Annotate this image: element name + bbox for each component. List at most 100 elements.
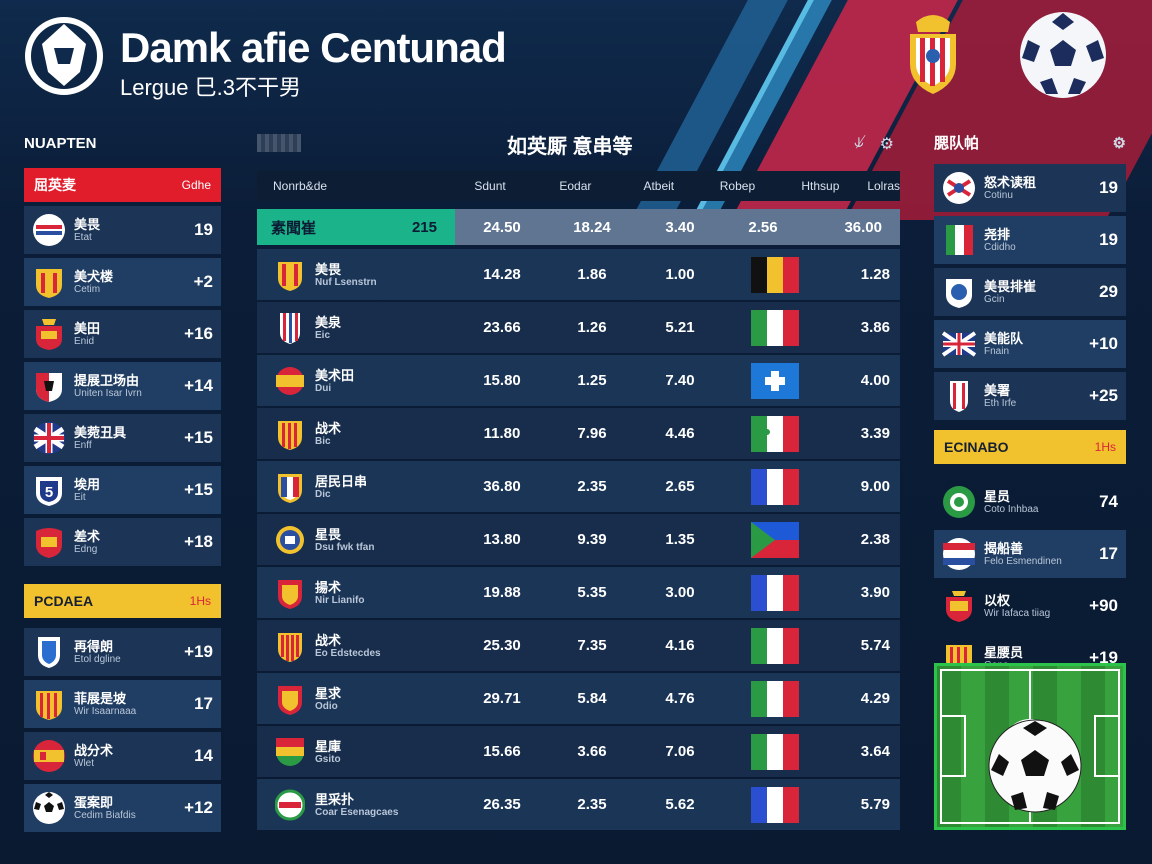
team-row[interactable]: 蛋案即 Cedim Biafdis +12 (24, 784, 221, 832)
table-row[interactable]: 居民日串 Dic 36.80 2.35 2.65 9.00 (257, 461, 900, 512)
cell: 36.00 (844, 218, 882, 236)
left-section-header-2[interactable]: PCDAEA 1Hs (24, 584, 221, 618)
table-row[interactable]: 美泉 Eic 23.66 1.26 5.21 3.86 (257, 302, 900, 353)
team-row[interactable]: 提展卫场由 Uniten Isar Ivrn +14 (24, 362, 221, 410)
settings-icon[interactable]: ⚙ (1112, 135, 1126, 152)
column-header[interactable]: Sdunt (474, 179, 506, 193)
team-name: 揭船善 (984, 541, 1024, 556)
table-row[interactable]: 星求 Odio 29.71 5.84 4.76 4.29 (257, 673, 900, 724)
section-label: 屈英麦 (34, 177, 76, 193)
column-header[interactable]: Lolras (867, 179, 900, 193)
team-subtitle: Eo Edstecdes (315, 647, 381, 659)
team-crest-icon (36, 373, 62, 402)
team-crest-icon (946, 225, 973, 255)
column-header[interactable]: Hthsup (801, 179, 840, 193)
team-name: 星员 (984, 489, 1011, 504)
chart-icon[interactable]: ⫝̸ (854, 134, 864, 151)
svg-text:5: 5 (45, 484, 53, 501)
highlight-row[interactable]: 素聞崔 215 24.50 18.24 3.40 2.56 36.00 (257, 209, 900, 245)
team-row[interactable]: 揭船善 Felo Esmendinen 17 (934, 530, 1126, 578)
league-logo-icon (25, 17, 103, 95)
team-row[interactable]: 美署 Eth Irfe +25 (934, 372, 1126, 420)
team-row[interactable]: 再得朗 Etol dgline +19 (24, 628, 221, 676)
cell: 24.50 (483, 218, 521, 236)
team-row[interactable]: 星员 Coto Inhbaa 74 (934, 478, 1126, 526)
team-crest-icon (943, 538, 975, 570)
team-crest-icon (278, 473, 302, 503)
cell: 1.86 (577, 266, 607, 283)
cell: 36.80 (483, 478, 521, 495)
team-subtitle: Cotinu (984, 190, 1013, 201)
cell: 4.00 (860, 372, 890, 389)
team-crest-icon (276, 737, 304, 766)
column-header[interactable]: Robep (719, 179, 756, 193)
team-row[interactable]: 差术 Edng +18 (24, 518, 221, 566)
team-name: 美畏 (315, 261, 342, 277)
team-value: 17 (194, 694, 213, 713)
team-row[interactable]: 美畏排崔 Gcin 29 (934, 268, 1126, 316)
team-name: 战术 (315, 632, 342, 648)
column-header[interactable]: Eodar (559, 179, 592, 193)
team-name: 菲展是坡 (74, 691, 127, 706)
team-row[interactable]: 美犬楼 Cetim +2 (24, 258, 221, 306)
team-row[interactable]: 美田 Enid +16 (24, 310, 221, 358)
table-row[interactable]: 星庫 Gsito 15.66 3.66 7.06 3.64 (257, 726, 900, 777)
settings-icon[interactable]: ⚙ (879, 136, 894, 153)
flag-icon (750, 468, 799, 505)
team-row[interactable]: 美畏 Etat 19 (24, 206, 221, 254)
team-crest-icon (280, 312, 300, 344)
team-value: +15 (184, 480, 213, 499)
table-row[interactable]: 星畏 Dsu fwk tfan 13.80 9.39 1.35 2.38 (257, 514, 900, 565)
team-crest-icon (36, 691, 62, 720)
team-subtitle: Eth Irfe (984, 398, 1017, 409)
team-value: 19 (1099, 178, 1118, 197)
left-section-header-1[interactable]: 屈英麦 Gdhe (24, 168, 221, 202)
team-row[interactable]: 美菀丑具 Enff +15 (24, 414, 221, 462)
column-header[interactable]: Atbeit (643, 179, 675, 193)
cell: 4.16 (665, 637, 695, 654)
team-value: +19 (1089, 648, 1118, 667)
team-cell: 星求 Odio (257, 682, 455, 716)
column-header[interactable]: Nonrb&de (273, 179, 328, 193)
team-row[interactable]: 怒术读租 Cotinu 19 (934, 164, 1126, 212)
team-subtitle: Nuf Lsenstrn (315, 276, 377, 288)
flag-icon (750, 627, 799, 664)
table-row[interactable]: 揚术 Nir Lianifo 19.88 5.35 3.00 3.90 (257, 567, 900, 618)
table-row[interactable]: 战术 Bic 11.80 7.96 4.46 3.39 (257, 408, 900, 459)
cell: 5.35 (577, 584, 607, 601)
table-row[interactable]: 美畏 Nuf Lsenstrn 14.28 1.86 1.00 1.28 (257, 249, 900, 300)
team-value: 19 (1099, 230, 1118, 249)
team-row[interactable]: 尧排 Cdidho 19 (934, 216, 1126, 264)
team-row[interactable]: 5 埃用 Eit +15 (24, 466, 221, 514)
right-section-header[interactable]: ECINABO 1Hs (934, 430, 1126, 464)
team-row[interactable]: 以权 Wir Iafaca tiiag +90 (934, 582, 1126, 630)
cell: 3.90 (860, 584, 890, 601)
table-row[interactable]: 战术 Eo Edstecdes 25.30 7.35 4.16 5.74 (257, 620, 900, 671)
team-name: 星畏 (315, 526, 342, 542)
team-crest-icon (946, 591, 972, 622)
team-row[interactable]: 菲展是坡 Wir Isaarnaaa 17 (24, 680, 221, 728)
team-crest-icon (33, 214, 65, 246)
team-name: 蛋案即 (74, 795, 114, 810)
flag-cell (725, 574, 824, 611)
team-row[interactable]: 美能队 Fnain +10 (934, 320, 1126, 368)
table-title: 如英厮 意串等 (507, 136, 633, 158)
table-row[interactable]: 里采扑 Coar Esenagcaes 26.35 2.35 5.62 5.79 (257, 779, 900, 830)
section-right-label: Gdhe (181, 178, 211, 192)
team-crest-icon (278, 579, 302, 609)
team-cell: 战术 Bic (257, 417, 455, 451)
table-row[interactable]: 美术田 Dui 15.80 1.25 7.40 4.00 (257, 355, 900, 406)
team-row[interactable]: 星腰员Gono+19 (934, 634, 1126, 682)
team-name: 揚术 (315, 579, 342, 595)
cell: 3.40 (665, 218, 695, 236)
team-cell: 居民日串 Dic (257, 470, 455, 504)
flag-cell (725, 309, 824, 346)
team-cell: 战术 Eo Edstecdes (257, 629, 455, 663)
right-team-list-1: 怒术读租 Cotinu 19 尧排 Cdidho 19 美畏排崔 Gcin 29 美能队 Fn… (934, 164, 1126, 420)
team-row[interactable]: 战分术 Wlet 14 (24, 732, 221, 780)
cell: 3.86 (860, 319, 890, 336)
cell: 3.00 (665, 584, 695, 601)
table-header: Nonrb&de Sdunt Eodar Atbeit Robep Hthsup… (257, 171, 900, 201)
royal-crest-icon (910, 15, 956, 94)
highlight-team: 素聞崔 (271, 219, 317, 237)
